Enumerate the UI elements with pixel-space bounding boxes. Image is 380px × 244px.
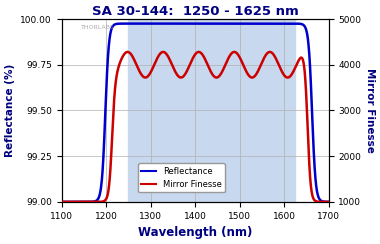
Y-axis label: Reflectance (%): Reflectance (%) — [5, 64, 15, 157]
Y-axis label: Mirror Finesse: Mirror Finesse — [365, 68, 375, 153]
Bar — [128, 19, 295, 202]
X-axis label: Wavelength (nm): Wavelength (nm) — [138, 226, 252, 239]
Legend: Reflectance, Mirror Finesse: Reflectance, Mirror Finesse — [138, 163, 225, 192]
Text: THORLABS: THORLABS — [81, 25, 115, 30]
Title: SA 30-144:  1250 - 1625 nm: SA 30-144: 1250 - 1625 nm — [92, 5, 299, 18]
